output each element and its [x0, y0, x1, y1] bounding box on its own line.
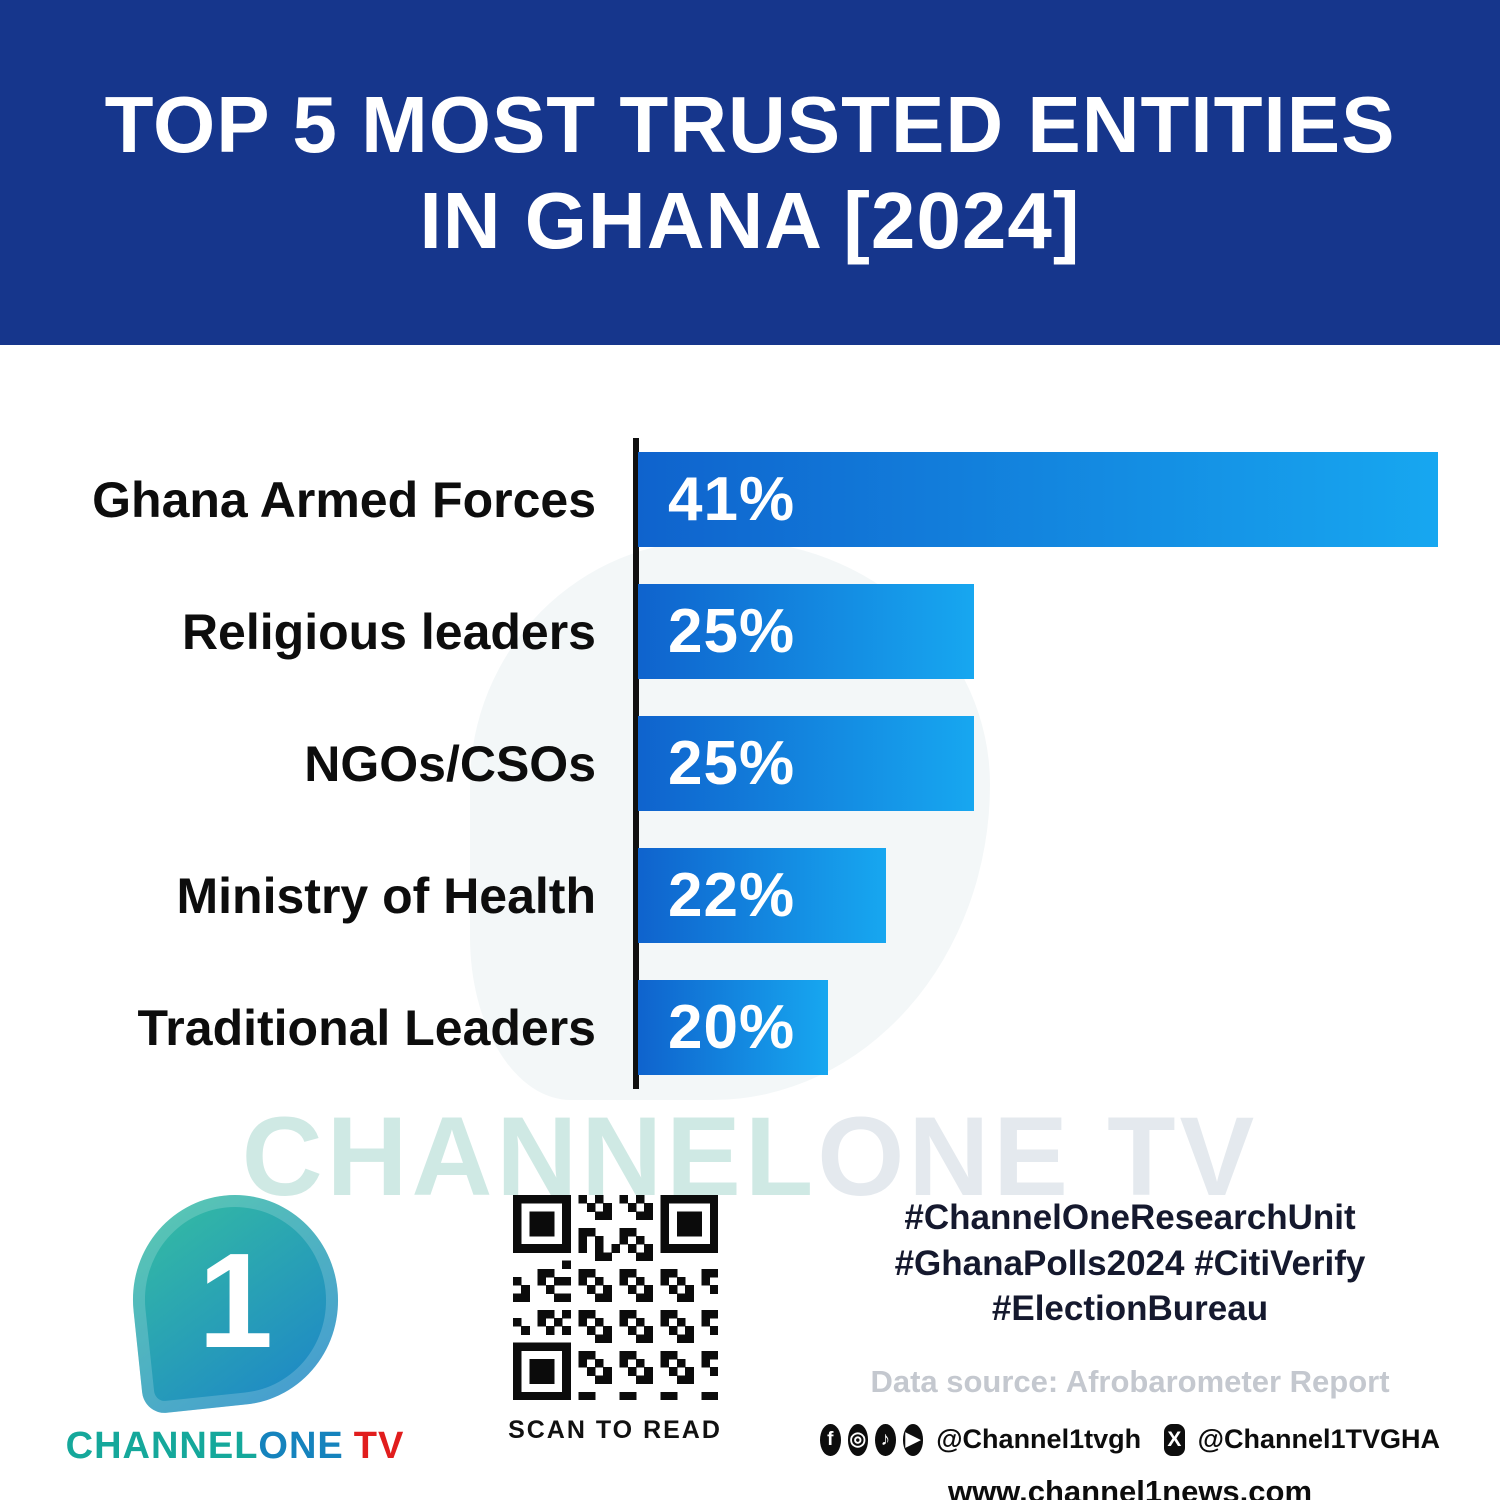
category-label: Ministry of Health — [176, 867, 596, 924]
bar-area: 41% — [638, 452, 1438, 547]
hashtag-line-3: #ElectionBureau — [991, 1289, 1269, 1328]
logo-word-tv: TV — [353, 1425, 405, 1467]
category-label: Religious leaders — [181, 603, 596, 660]
social-handles-row: f ◎ ♪ ▶ @Channel1tvgh X @Channel1TVGHA — [819, 1423, 1441, 1456]
footer: 1 CHANNELONE TV SCAN TO READ #ChannelOneR… — [0, 1184, 1500, 1500]
title-line-2: IN GHANA [2024] — [419, 175, 1081, 265]
bar: 25% — [638, 716, 974, 811]
header-banner: TOP 5 MOST TRUSTED ENTITIES IN GHANA [20… — [0, 0, 1500, 345]
youtube-icon: ▶ — [902, 1423, 924, 1456]
qr-section: SCAN TO READ — [475, 1195, 755, 1500]
data-source-label: Data source: Afrobarometer Report — [870, 1363, 1390, 1399]
logo-wordmark: CHANNELONE TV — [66, 1425, 405, 1468]
value-label: 25% — [668, 597, 796, 666]
instagram-icon: ◎ — [847, 1423, 869, 1456]
bar: 41% — [638, 452, 1438, 547]
bar: 22% — [638, 848, 887, 943]
value-label: 41% — [668, 465, 796, 534]
qr-code — [512, 1195, 718, 1401]
category-label: Ghana Armed Forces — [92, 471, 596, 528]
bar-area: 22% — [638, 848, 1438, 943]
channel-one-logo: 1 CHANNELONE TV — [60, 1184, 410, 1500]
value-label: 25% — [668, 729, 796, 798]
value-label: 22% — [668, 861, 796, 930]
social-handle-x: @Channel1TVGHA — [1197, 1424, 1441, 1454]
bar: 25% — [638, 584, 974, 679]
tiktok-icon: ♪ — [875, 1423, 896, 1456]
chart-row: Ghana Armed Forces 41% — [0, 452, 1438, 547]
social-section: #ChannelOneResearchUnit #GhanaPolls2024 … — [819, 1195, 1441, 1500]
website-url: www.channel1news.com — [947, 1473, 1313, 1500]
hashtag-line-1: #ChannelOneResearchUnit — [904, 1198, 1356, 1237]
channel-one-logo-icon: 1 — [122, 1184, 348, 1416]
category-label: Traditional Leaders — [137, 999, 596, 1056]
chart-row: Ministry of Health 22% — [0, 848, 1438, 943]
category-label: NGOs/CSOs — [304, 735, 596, 792]
bar-area: 20% — [638, 980, 1438, 1075]
logo-word-channel: CHANNEL — [65, 1425, 259, 1467]
bar-chart: Ghana Armed Forces 41% Religious leaders… — [0, 438, 1438, 1089]
chart-axis — [633, 438, 639, 1089]
hashtag-line-2: #GhanaPolls2024 #CitiVerify — [894, 1243, 1366, 1283]
logo-numeral: 1 — [197, 1224, 273, 1376]
qr-caption: SCAN TO READ — [508, 1416, 722, 1444]
chart-row: Traditional Leaders 20% — [0, 980, 1438, 1075]
title-line-1: TOP 5 MOST TRUSTED ENTITIES — [104, 79, 1396, 169]
value-label: 20% — [668, 993, 796, 1062]
page-title: TOP 5 MOST TRUSTED ENTITIES IN GHANA [20… — [105, 77, 1396, 269]
facebook-icon: f — [819, 1423, 841, 1456]
watermark-text-2: ONE TV — [817, 1094, 1259, 1219]
bar-area: 25% — [638, 716, 1438, 811]
bar: 20% — [638, 980, 829, 1075]
bar-area: 25% — [638, 584, 1438, 679]
chart-row: NGOs/CSOs 25% — [0, 716, 1438, 811]
logo-word-one: ONE — [258, 1425, 344, 1467]
x-icon: X — [1164, 1423, 1185, 1456]
chart-row: Religious leaders 25% — [0, 584, 1438, 679]
social-handle-main: @Channel1tvgh — [936, 1424, 1142, 1454]
